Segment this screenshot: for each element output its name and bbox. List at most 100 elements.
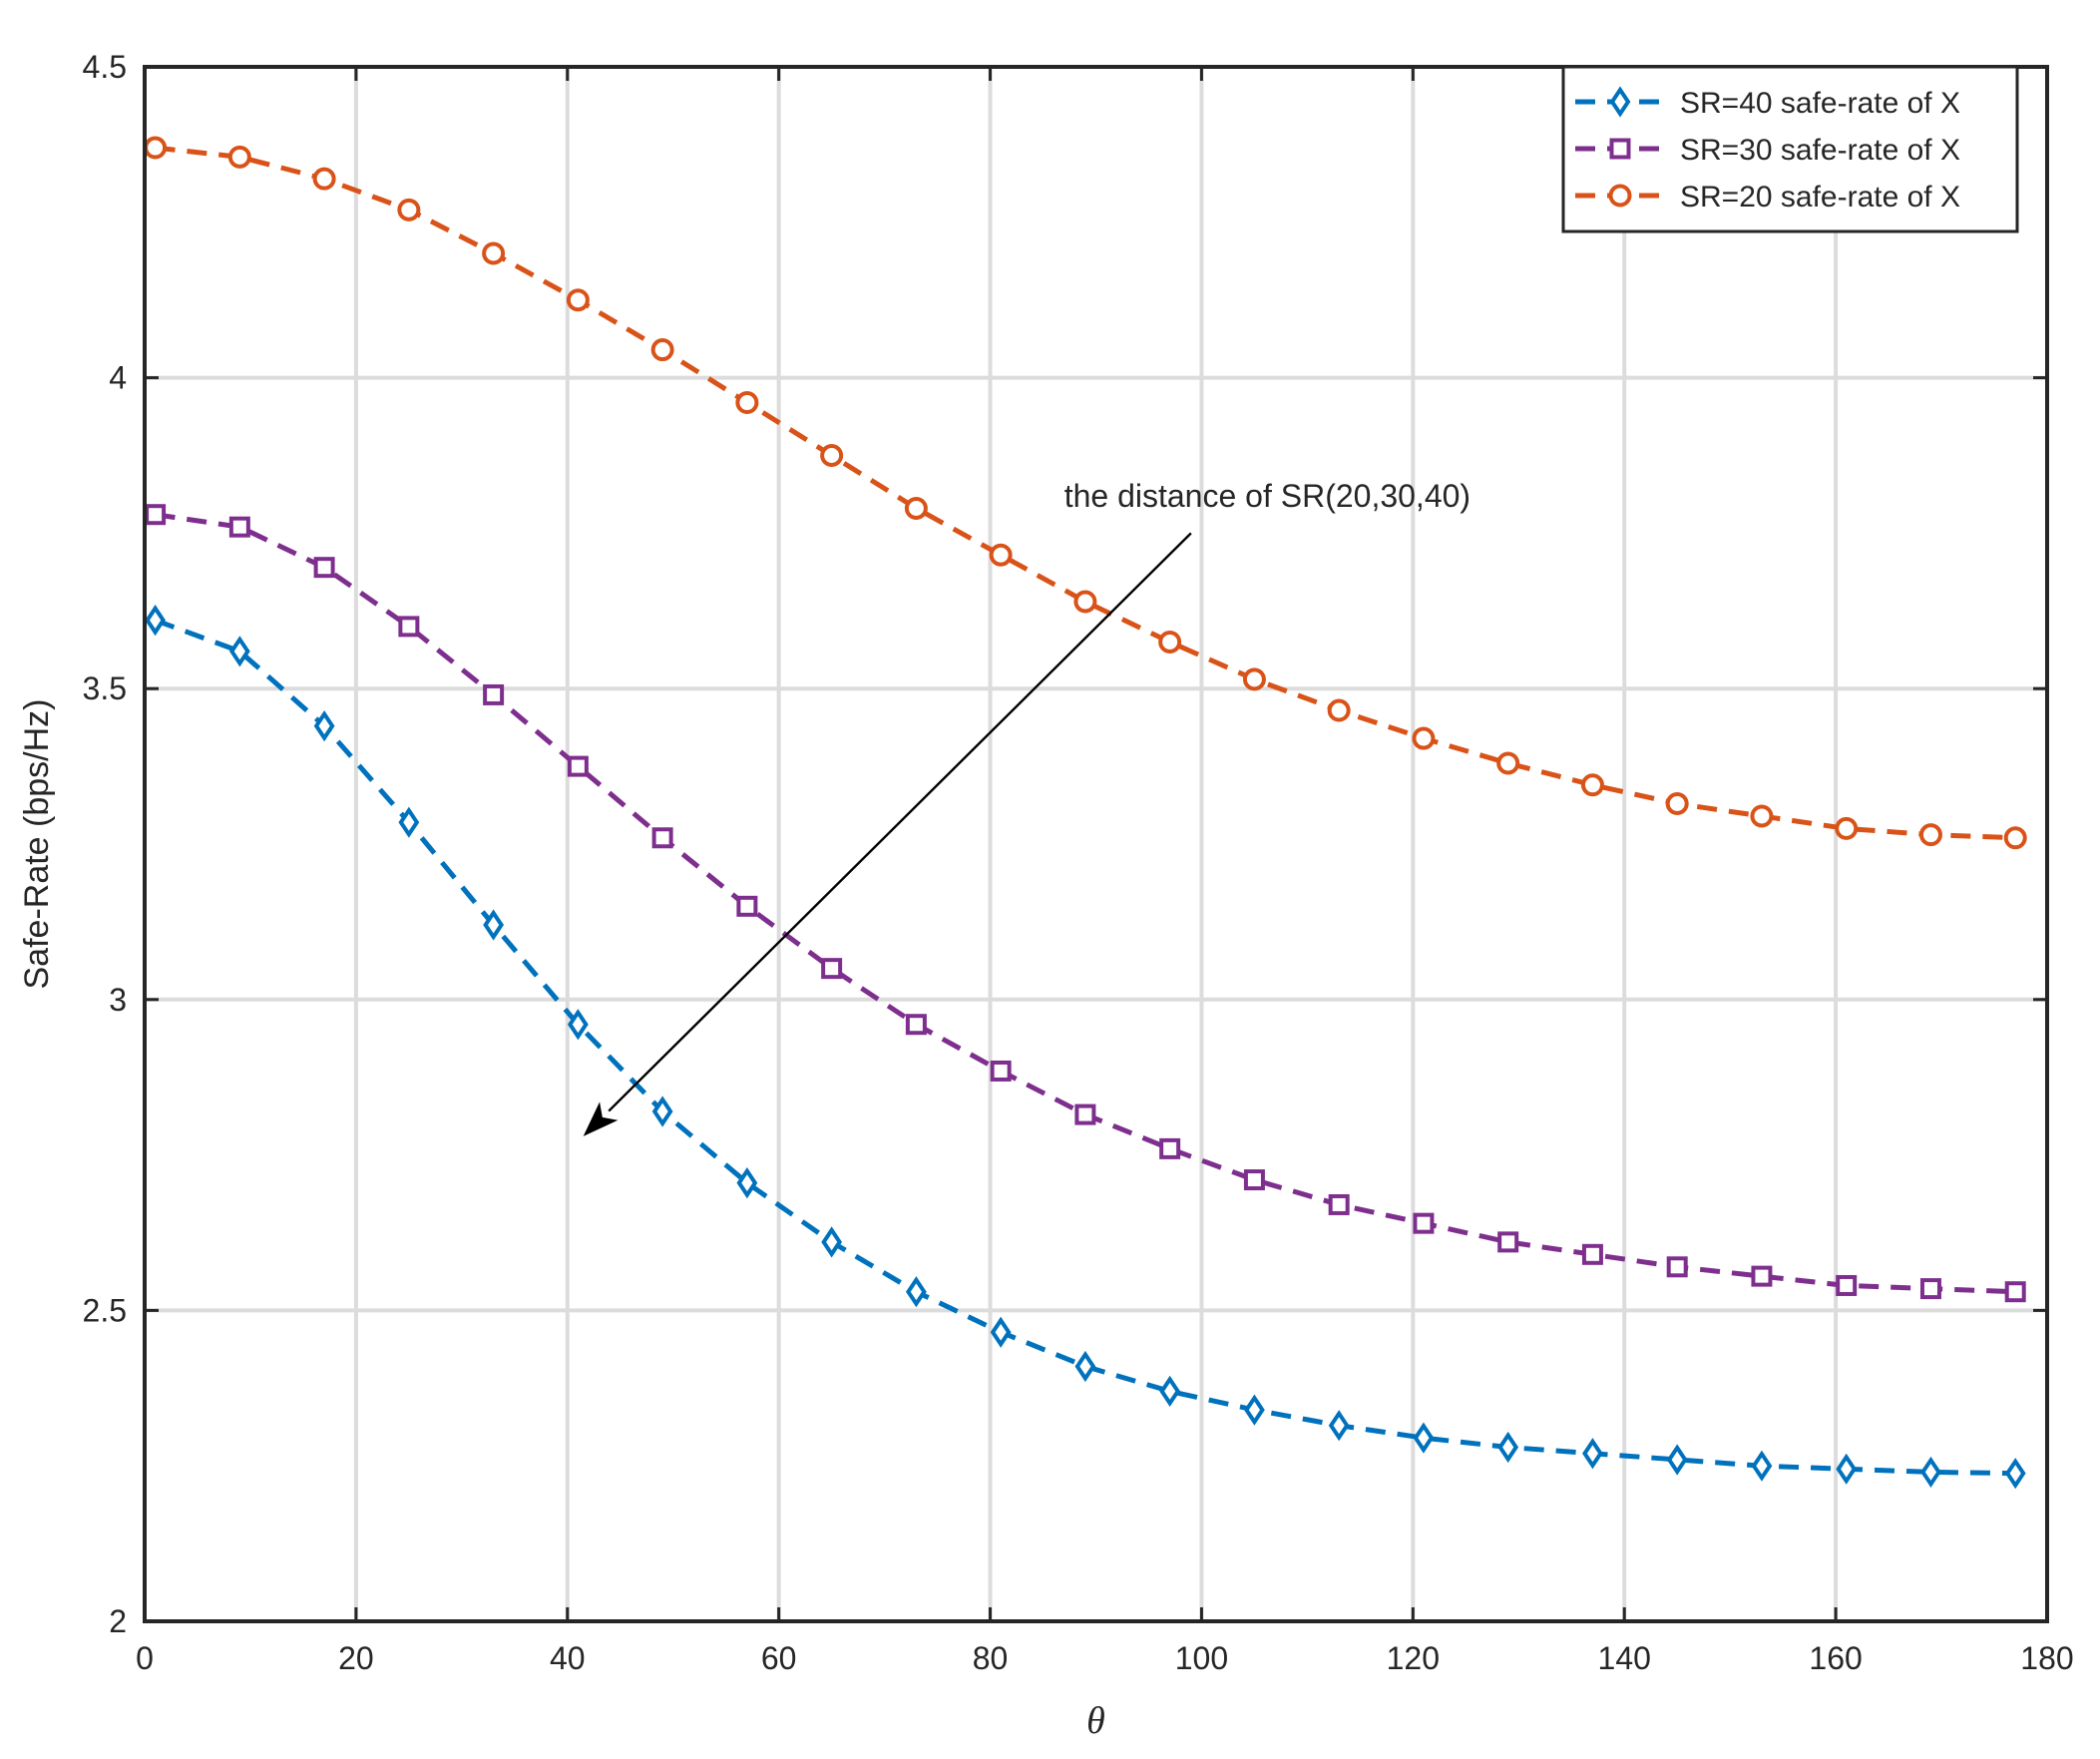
- y-tick-label: 2: [109, 1603, 127, 1639]
- data-point-circle: [397, 198, 421, 221]
- data-point-diamond: [483, 909, 505, 941]
- data-point-circle: [1665, 791, 1689, 815]
- data-point-square: [1581, 1243, 1603, 1265]
- series-layer: [144, 136, 2027, 1490]
- annotation-layer: the distance of SR(20,30,40): [583, 478, 1470, 1136]
- data-point-square: [1751, 1265, 1773, 1287]
- data-point-diamond: [1413, 1422, 1435, 1454]
- data-point-diamond: [1497, 1431, 1519, 1464]
- data-point-diamond: [651, 1096, 673, 1127]
- data-point-circle: [1580, 773, 1604, 797]
- data-point-diamond: [1159, 1375, 1181, 1408]
- data-point-square: [228, 516, 250, 538]
- legend-label: SR=40 safe-rate of X: [1680, 87, 1960, 120]
- data-point-diamond: [145, 605, 166, 637]
- data-point-square: [1159, 1137, 1181, 1159]
- data-point-diamond: [1666, 1444, 1688, 1476]
- annotation-text: the distance of SR(20,30,40): [1064, 478, 1470, 514]
- data-point-circle: [1073, 590, 1097, 614]
- data-point-square: [1666, 1256, 1688, 1278]
- y-axis-label: Safe-Rate (bps/Hz): [18, 699, 56, 990]
- data-point-diamond: [1328, 1410, 1350, 1442]
- legend-items: SR=40 safe-rate of X SR=30 safe-rate of X…: [1575, 86, 1960, 214]
- legend[interactable]: SR=40 safe-rate of X SR=30 safe-rate of X…: [1561, 65, 2019, 233]
- x-tick-label: 180: [2020, 1640, 2073, 1676]
- data-point-circle: [650, 338, 674, 362]
- x-tick-label: 120: [1387, 1640, 1440, 1676]
- data-point-square: [1074, 1103, 1096, 1125]
- data-point-square: [905, 1014, 927, 1036]
- y-tick-label: 4: [109, 360, 127, 396]
- series-square: [145, 504, 2026, 1303]
- data-point-diamond: [2004, 1458, 2026, 1490]
- data-point-circle: [1750, 804, 1774, 828]
- data-point-diamond: [313, 709, 335, 742]
- axes: 0 20 40 60 80 100 120 140 160 180 2 2.5 3 3.5 4 4.5: [83, 49, 2074, 1676]
- data-point-circle: [2003, 826, 2027, 850]
- x-tick-label: 140: [1598, 1640, 1651, 1676]
- data-point-diamond: [1751, 1450, 1773, 1482]
- data-point-square: [398, 616, 420, 638]
- data-point-circle: [482, 241, 506, 265]
- data-point-square: [145, 504, 167, 526]
- data-point-square: [736, 895, 758, 917]
- series-line: [154, 618, 2016, 1477]
- plot-area: [145, 67, 2047, 1621]
- data-point-circle: [1918, 823, 1942, 847]
- data-point-diamond: [1836, 1453, 1858, 1485]
- data-point-diamond: [1582, 1438, 1603, 1470]
- legend-item: SR=20 safe-rate of X: [1575, 181, 1960, 214]
- x-tick-label: 20: [338, 1640, 374, 1676]
- y-tick-label: 3: [109, 982, 127, 1018]
- grid: [145, 67, 2047, 1621]
- x-tick-label: 40: [550, 1640, 586, 1676]
- data-point-square: [1497, 1231, 1519, 1253]
- x-axis-label: θ: [1086, 1700, 1105, 1742]
- series-diamond: [145, 605, 2026, 1490]
- legend-label: SR=30 safe-rate of X: [1680, 134, 1960, 167]
- data-point-diamond: [567, 1009, 589, 1041]
- data-point-square: [821, 958, 843, 980]
- data-point-circle: [144, 136, 168, 160]
- data-point-square: [1919, 1278, 1941, 1300]
- data-point-circle: [1158, 630, 1182, 654]
- axes-box: [143, 65, 2049, 1623]
- legend-marker-diamond: [1609, 86, 1631, 118]
- legend-item: SR=30 safe-rate of X: [1575, 134, 1960, 167]
- data-point-circle: [820, 444, 844, 467]
- data-point-square: [1243, 1169, 1265, 1191]
- series-line: [155, 145, 2016, 841]
- data-point-circle: [227, 145, 251, 169]
- data-point-circle: [566, 288, 590, 312]
- legend-label: SR=20 safe-rate of X: [1680, 181, 1960, 214]
- data-point-circle: [904, 496, 928, 520]
- data-point-square: [1836, 1274, 1858, 1296]
- data-point-circle: [1835, 816, 1859, 840]
- data-point-diamond: [1244, 1394, 1265, 1426]
- data-point-circle: [1242, 667, 1266, 691]
- data-point-circle: [989, 543, 1013, 567]
- data-point-circle: [735, 391, 759, 415]
- legend-item: SR=40 safe-rate of X: [1575, 86, 1960, 120]
- data-point-square: [313, 557, 335, 579]
- data-point-circle: [1496, 751, 1520, 775]
- x-tick-label: 160: [1809, 1640, 1862, 1676]
- x-tick-label: 100: [1175, 1640, 1228, 1676]
- y-tick-label: 2.5: [83, 1292, 127, 1328]
- data-point-square: [990, 1060, 1012, 1082]
- series-circle: [144, 136, 2027, 850]
- data-point-diamond: [736, 1167, 758, 1199]
- legend-marker-square: [1609, 138, 1631, 160]
- data-point-diamond: [990, 1316, 1012, 1348]
- data-point-diamond: [398, 806, 420, 838]
- data-point-diamond: [1074, 1350, 1096, 1383]
- data-point-diamond: [905, 1276, 927, 1308]
- data-point-square: [1413, 1212, 1435, 1234]
- y-tick-label: 3.5: [83, 670, 127, 706]
- data-point-diamond: [228, 636, 250, 667]
- data-point-square: [1328, 1193, 1350, 1215]
- legend-box: [1561, 65, 2019, 233]
- annotation-arrow: [608, 532, 1192, 1112]
